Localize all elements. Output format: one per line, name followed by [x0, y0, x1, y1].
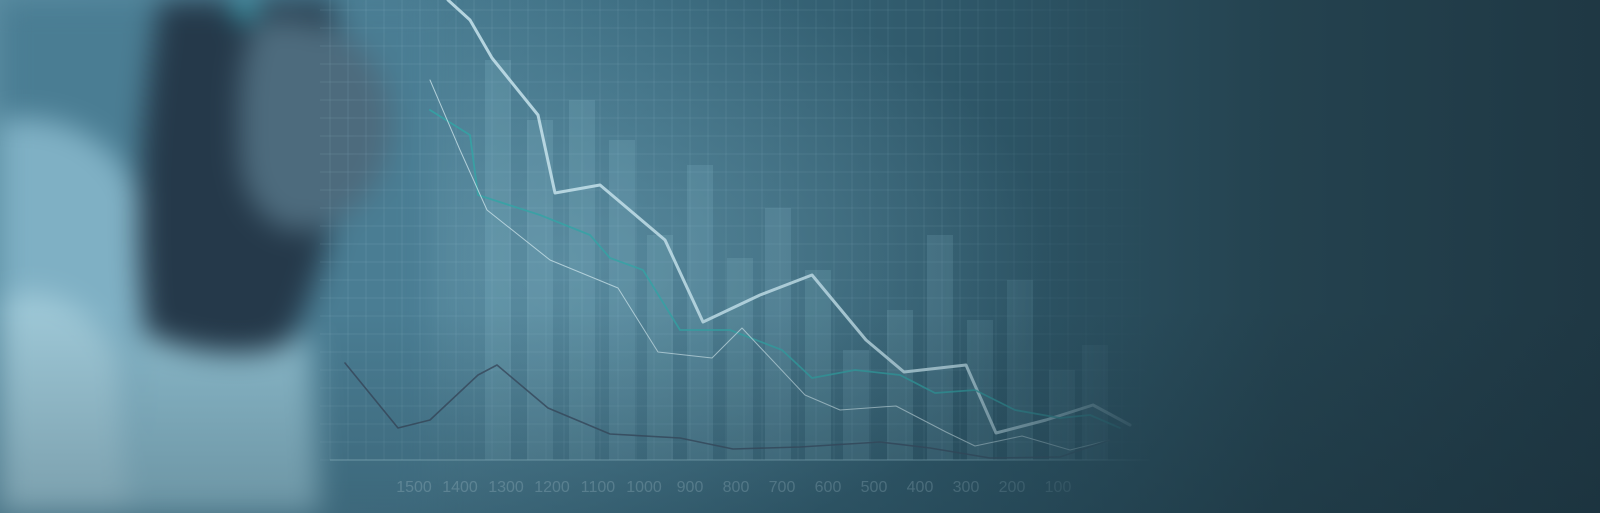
x-axis-label: 900	[677, 479, 704, 496]
x-axis-label: 300	[953, 479, 980, 496]
x-axis-label: 200	[999, 479, 1026, 496]
chart-bar	[887, 310, 913, 460]
chart-bar	[609, 140, 635, 460]
chart-bar	[805, 270, 831, 460]
x-axis-label: 1400	[442, 479, 478, 496]
chart-bar	[765, 208, 791, 460]
x-axis-label: 1000	[626, 479, 662, 496]
chart-bar	[527, 120, 553, 460]
x-axis-label: 800	[723, 479, 750, 496]
x-axis-label: 100	[1045, 479, 1072, 496]
x-axis-label: 600	[815, 479, 842, 496]
x-axis-label: 400	[907, 479, 934, 496]
x-axis-label: 1200	[534, 479, 570, 496]
chart-bar	[727, 258, 753, 460]
blurred-person-silhouette	[0, 0, 430, 513]
chart-bar	[843, 350, 869, 460]
chart-bar	[569, 100, 595, 460]
series-line-dark	[344, 362, 1111, 459]
x-axis-label: 1100	[581, 479, 616, 496]
series-line-bright	[446, 0, 1132, 435]
chart-bar	[927, 235, 953, 460]
chart-bar	[1007, 280, 1033, 460]
x-axis-label: 1500	[396, 479, 432, 496]
series-line-teal	[429, 109, 1121, 429]
x-axis-label: 1300	[488, 479, 524, 496]
chart-bar	[485, 60, 511, 460]
x-axis-label: 700	[769, 479, 796, 496]
x-axis-label: 500	[861, 479, 888, 496]
chart-bar	[1082, 345, 1108, 460]
series-line-thin	[429, 79, 1111, 451]
chart-bar	[647, 235, 673, 460]
